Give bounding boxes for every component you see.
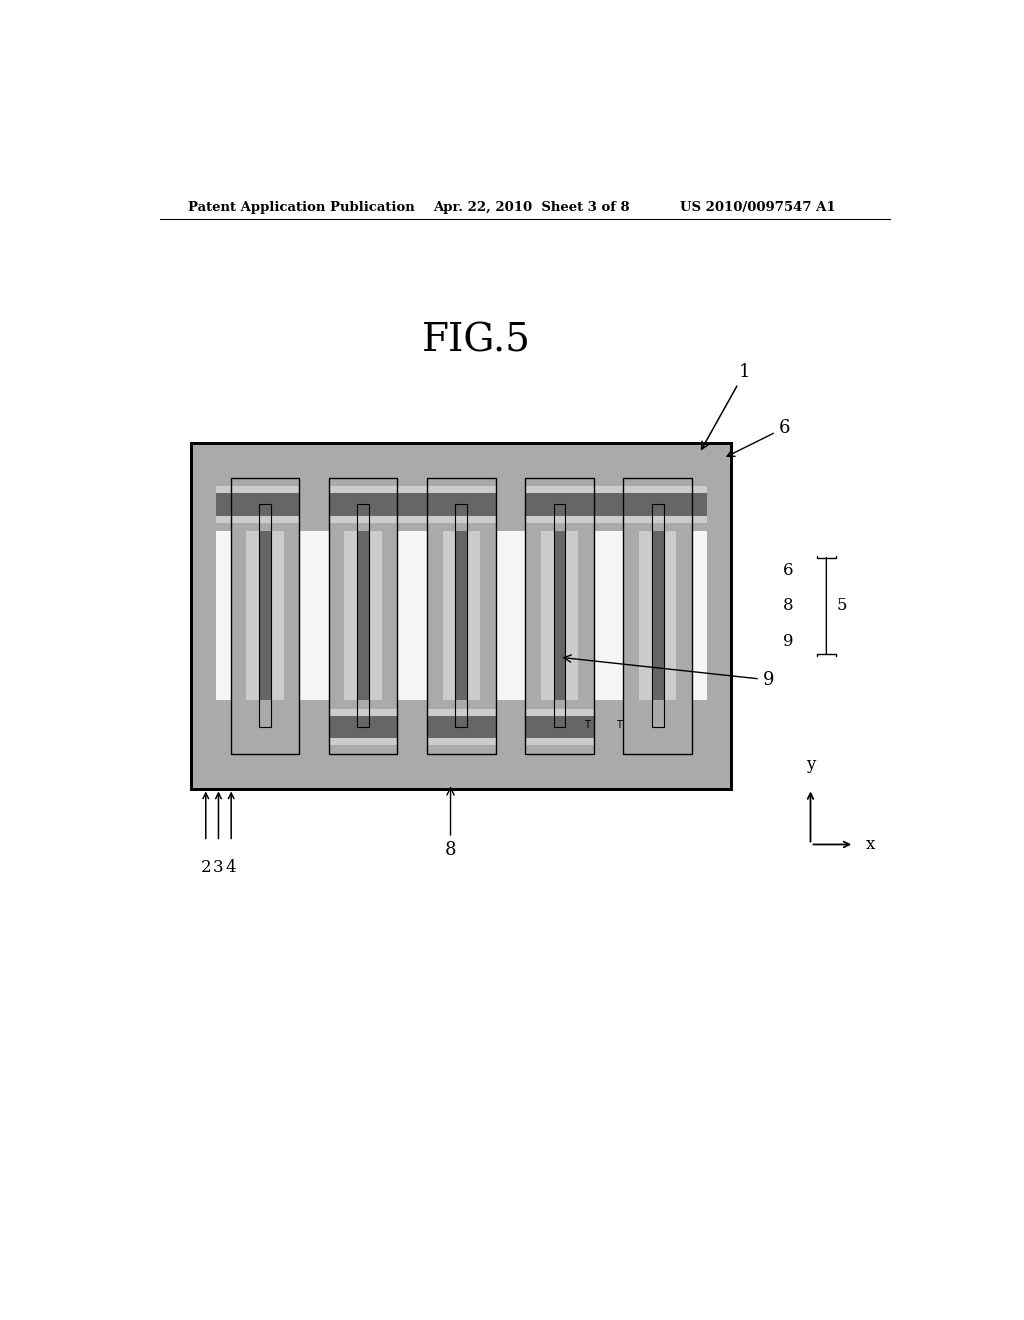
Text: Apr. 22, 2010  Sheet 3 of 8: Apr. 22, 2010 Sheet 3 of 8 <box>433 201 630 214</box>
Text: 8: 8 <box>444 788 457 858</box>
Text: 8: 8 <box>782 597 794 614</box>
Bar <box>216 709 707 746</box>
Bar <box>554 504 565 727</box>
Bar <box>554 478 565 754</box>
Bar <box>639 478 677 754</box>
Bar <box>357 504 369 727</box>
Text: 9: 9 <box>782 632 794 649</box>
Text: 9: 9 <box>564 655 774 689</box>
Bar <box>216 494 707 516</box>
Bar <box>299 478 329 531</box>
Bar <box>496 478 525 531</box>
Bar <box>624 478 692 754</box>
Text: 5: 5 <box>837 597 847 614</box>
Bar <box>246 478 284 754</box>
Bar <box>456 478 467 754</box>
Bar <box>652 504 664 727</box>
Bar <box>344 478 382 754</box>
Bar <box>496 478 525 531</box>
Bar <box>216 701 329 754</box>
Bar <box>496 478 525 531</box>
Bar <box>427 478 496 754</box>
Text: 6: 6 <box>727 418 791 457</box>
Text: T: T <box>584 719 590 730</box>
Bar <box>191 444 731 788</box>
Bar <box>541 478 579 754</box>
Bar <box>525 478 594 754</box>
Bar <box>442 478 480 754</box>
Bar <box>259 504 270 727</box>
Bar <box>525 478 594 754</box>
Text: US 2010/0097547 A1: US 2010/0097547 A1 <box>680 201 836 214</box>
Bar <box>427 478 496 754</box>
Text: 6: 6 <box>782 561 794 578</box>
Text: FIG.5: FIG.5 <box>422 323 530 360</box>
Bar <box>397 701 427 754</box>
Text: y: y <box>806 756 815 774</box>
Bar <box>299 478 329 531</box>
Bar <box>216 478 707 531</box>
Bar <box>496 701 525 754</box>
Text: 1: 1 <box>701 363 751 449</box>
Bar <box>456 504 467 727</box>
Bar <box>299 478 329 531</box>
Bar <box>624 478 692 754</box>
Bar <box>652 478 664 754</box>
Text: Patent Application Publication: Patent Application Publication <box>187 201 415 214</box>
Bar <box>329 478 397 754</box>
Bar <box>216 701 707 754</box>
Bar <box>191 444 731 788</box>
Bar <box>216 478 707 754</box>
Text: T: T <box>615 719 622 730</box>
Bar <box>230 478 299 754</box>
Bar <box>259 478 270 754</box>
Bar <box>216 715 707 738</box>
Bar <box>230 478 299 754</box>
Text: 2: 2 <box>201 859 211 876</box>
Bar <box>357 478 369 754</box>
Bar <box>216 486 707 523</box>
Text: 4: 4 <box>226 859 237 876</box>
Bar <box>594 701 707 754</box>
Text: 3: 3 <box>213 859 224 876</box>
Bar <box>329 478 397 754</box>
Text: x: x <box>866 836 876 853</box>
